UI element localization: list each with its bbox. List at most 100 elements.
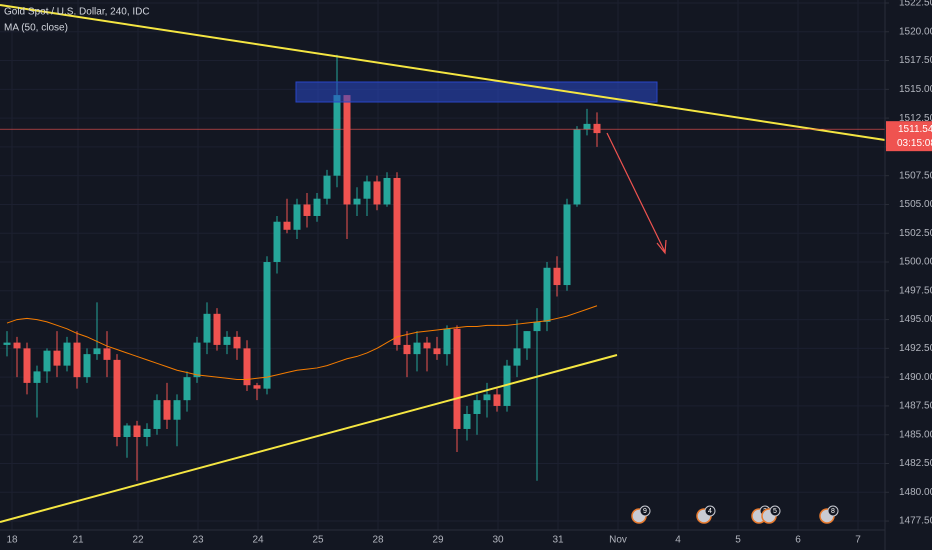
x-tick-label: 21 (72, 535, 84, 546)
last-price-box (886, 121, 932, 152)
candle-body (273, 221, 281, 263)
event-badge: 8 (819, 505, 839, 524)
x-tick-label: 30 (492, 535, 504, 546)
candle-body (423, 342, 431, 349)
y-tick-label: 1517.50 (899, 55, 932, 66)
event-count: 4 (708, 508, 712, 515)
candle-body (373, 181, 381, 205)
arrow-head (656, 239, 667, 255)
candle-body (303, 204, 311, 216)
candle-body (563, 204, 571, 286)
candle-body (433, 348, 441, 355)
candle-body (13, 342, 21, 349)
event-badge: 5 (761, 505, 781, 524)
event-count: 9 (643, 508, 647, 515)
event-badge: 4 (696, 505, 716, 524)
candle-body (113, 359, 121, 438)
candle-body (293, 204, 301, 230)
candle-body (283, 221, 291, 230)
event-count-bg (827, 505, 839, 517)
y-tick-label: 1490.00 (899, 372, 932, 383)
candle-body (333, 95, 341, 176)
candle-body (213, 313, 221, 345)
candle-body (223, 336, 231, 345)
y-tick-label: 1485.00 (899, 429, 932, 440)
candle-body (63, 342, 71, 366)
y-tick-label: 1487.50 (899, 401, 932, 412)
plot (3, 54, 601, 481)
candle-body (133, 425, 141, 438)
y-tick-label: 1482.50 (899, 458, 932, 469)
x-tick-label: 5 (735, 535, 741, 546)
y-tick-label: 1515.00 (899, 84, 932, 95)
candle-body (443, 328, 451, 355)
y-tick-label: 1477.50 (899, 516, 932, 527)
candle-body (343, 95, 351, 205)
candle-body (353, 198, 361, 205)
candle-body (593, 123, 601, 134)
x-tick-label: 6 (795, 535, 801, 546)
event-badge: 9 (631, 505, 651, 524)
y-tick-label: 1505.00 (899, 199, 932, 210)
candle-body (533, 321, 541, 332)
event-count-bg (639, 505, 651, 517)
candle-body (383, 177, 391, 205)
candle-body (3, 342, 11, 345)
event-count-bg (769, 505, 781, 517)
candle-body (193, 342, 201, 378)
candle-body (253, 385, 261, 389)
candle-body (463, 413, 471, 429)
candle-body (523, 331, 531, 349)
x-tick-label: 23 (192, 535, 204, 546)
trendline-upper (0, 4, 886, 141)
candle-body (93, 348, 101, 355)
x-tick-label: 29 (432, 535, 444, 546)
x-tick-label: 24 (252, 535, 264, 546)
countdown-label: 03:15:08 (897, 138, 932, 149)
candle-body (173, 400, 181, 420)
candle-body (153, 400, 161, 429)
candle-body (73, 342, 81, 378)
x-tick-label: 18 (6, 535, 18, 546)
resistance-zone (295, 81, 658, 103)
candle-body (413, 342, 421, 355)
chart-title: Gold Spot / U.S. Dollar, 240, IDC (4, 7, 150, 18)
candle-body (493, 394, 501, 406)
arrow (606, 132, 666, 253)
x-tick-label: Nov (609, 535, 627, 546)
candle-body (83, 354, 91, 378)
candle-body (323, 175, 331, 199)
candle-body (183, 377, 191, 401)
candle-body (403, 344, 411, 355)
ma-line (6, 305, 598, 380)
x-tick-label: 22 (132, 535, 144, 546)
legend-ma: MA (50, close) (4, 23, 68, 34)
y-tick-label: 1522.50 (899, 0, 932, 9)
candle-body (313, 198, 321, 216)
y-tick-label: 1480.00 (899, 487, 932, 498)
candle-body (203, 313, 211, 343)
y-tick-label: 1492.50 (899, 343, 932, 354)
candle-body (573, 129, 581, 205)
x-tick-label: 31 (552, 535, 564, 546)
candle-body (243, 348, 251, 386)
event-count: 8 (831, 508, 835, 515)
candle-body (393, 177, 401, 345)
candle-body (53, 350, 61, 366)
y-tick-label: 1500.00 (899, 257, 932, 268)
last-price-label: 1511.54 (898, 124, 932, 135)
candle-body (33, 371, 41, 383)
candle-body (143, 428, 151, 438)
trendline-lower (0, 354, 618, 523)
y-tick-label: 1507.50 (899, 170, 932, 181)
candle-body (233, 336, 241, 349)
y-tick-label: 1497.50 (899, 285, 932, 296)
x-tick-label: 28 (372, 535, 384, 546)
x-tick-label: 25 (312, 535, 324, 546)
candle-body (23, 348, 31, 383)
x-tick-label: 4 (675, 535, 681, 546)
candle-body (583, 123, 591, 130)
candle-body (453, 328, 461, 429)
